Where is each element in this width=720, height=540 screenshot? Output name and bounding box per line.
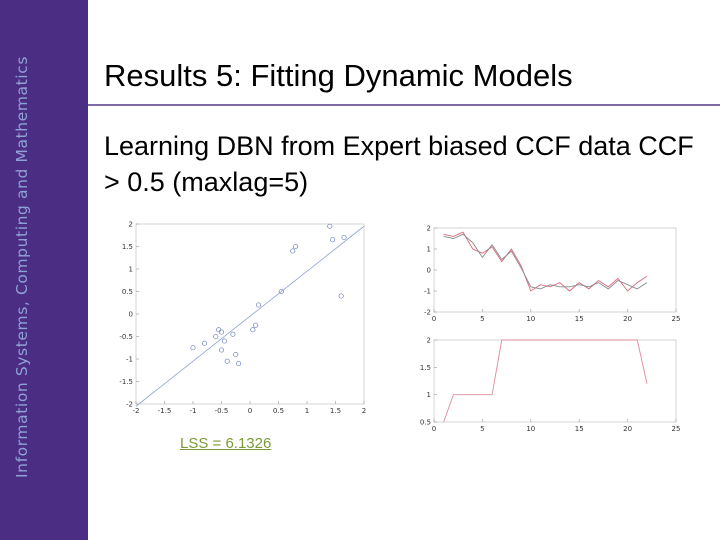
slide-title: Results 5: Fitting Dynamic Models (104, 58, 573, 93)
bottom-line-plot: 0 5 10 15 20 25 0.5 1 1.5 2 (400, 336, 690, 436)
y-tick-label: 1 (427, 246, 431, 254)
scatter-point (250, 327, 256, 333)
x-tick-label: 0.5 (273, 407, 284, 415)
y-tick-label: 1 (129, 266, 133, 274)
scatter-point (218, 329, 225, 335)
x-tick-label: 2 (362, 407, 366, 415)
y-tick-label: 0 (427, 267, 431, 275)
x-tick-label: 20 (623, 425, 632, 433)
x-tick-label: 1 (305, 407, 309, 415)
scatter-point (190, 345, 196, 351)
x-tick-label: 5 (480, 425, 484, 433)
y-tick-label: 2 (427, 225, 431, 233)
y-tick-label: 0 (129, 311, 133, 319)
y-tick-label: 0.5 (122, 288, 133, 296)
title-divider (88, 104, 720, 106)
scatter-point (201, 340, 207, 346)
scatter-point (256, 302, 262, 308)
scatter-point (224, 358, 230, 364)
series-line (443, 339, 648, 423)
scatter-point (218, 347, 225, 353)
chart-svg: 0 5 10 15 20 25 -2 -1 0 1 2 (424, 225, 681, 324)
x-tick-label: 10 (526, 315, 535, 323)
chart-svg: -2 -1.5 -1 -0.5 0 0.5 1 1.5 2 -2 -1.5 -1 -0.5 0 0.5 1 1.… (119, 221, 366, 416)
slide-subtitle: Learning DBN from Expert biased CCF data… (104, 131, 694, 197)
y-tick-label: -1 (126, 356, 133, 364)
y-tick-label: 2 (427, 337, 431, 345)
chart-svg: 0 5 10 15 20 25 0.5 1 1.5 2 (420, 337, 681, 434)
y-tick-label: 1.5 (122, 243, 133, 251)
scatter-point (341, 234, 347, 241)
scatter-point (330, 237, 336, 243)
x-tick-label: 5 (480, 315, 484, 323)
plot-frame (135, 223, 365, 405)
x-tick-label: 25 (672, 315, 681, 323)
fit-line (135, 225, 365, 407)
scatter-point (230, 331, 236, 337)
scatter-point (253, 322, 259, 328)
y-tick-label: -1.5 (119, 378, 133, 386)
scatter-point (216, 327, 222, 333)
scatter-point (293, 243, 299, 250)
sidebar-band: Information Systems, Computing and Mathe… (0, 0, 88, 540)
top-line-plot: 0 5 10 15 20 25 -2 -1 0 1 2 (400, 224, 690, 328)
scatter-point (236, 360, 242, 367)
x-tick-label: -1.5 (158, 407, 172, 415)
x-tick-label: 0 (248, 407, 252, 415)
scatter-point (213, 333, 219, 340)
x-tick-label: 10 (526, 425, 535, 433)
sidebar-label: Information Systems, Computing and Mathe… (13, 56, 31, 478)
y-tick-label: 0.5 (420, 419, 431, 427)
x-tick-label: 15 (575, 425, 584, 433)
x-tick-label: 15 (575, 315, 584, 323)
scatter-plot: -2 -1.5 -1 -0.5 0 0.5 1 1.5 2 -2 -1.5 -1 -0.5 0 0.5 1 1.… (112, 218, 372, 418)
scatter-point (338, 293, 344, 299)
x-tick-label: 20 (623, 315, 632, 323)
series-line (443, 231, 648, 292)
scatter-point (290, 248, 296, 254)
scatter-point (221, 338, 227, 344)
scatter-point (327, 223, 333, 229)
x-tick-label: -0.5 (215, 407, 229, 415)
x-tick-label: 25 (672, 425, 681, 433)
y-tick-label: -1 (424, 288, 431, 296)
x-tick-label: 0 (432, 315, 436, 323)
y-tick-label: 1 (427, 391, 431, 399)
x-tick-label: -1 (190, 407, 197, 415)
series-line (443, 233, 648, 290)
x-tick-label: 1.5 (330, 407, 341, 415)
y-tick-label: -2 (424, 309, 431, 317)
scatter-point (278, 288, 284, 295)
lss-score: LSS = 6.1326 (180, 435, 272, 452)
y-tick-label: -0.5 (119, 333, 133, 341)
y-tick-label: 2 (129, 221, 133, 229)
y-tick-label: 1.5 (420, 364, 431, 372)
scatter-point (233, 351, 239, 358)
x-tick-label: -2 (133, 407, 140, 415)
y-tick-label: -2 (126, 401, 133, 409)
x-tick-label: 0 (432, 425, 436, 433)
